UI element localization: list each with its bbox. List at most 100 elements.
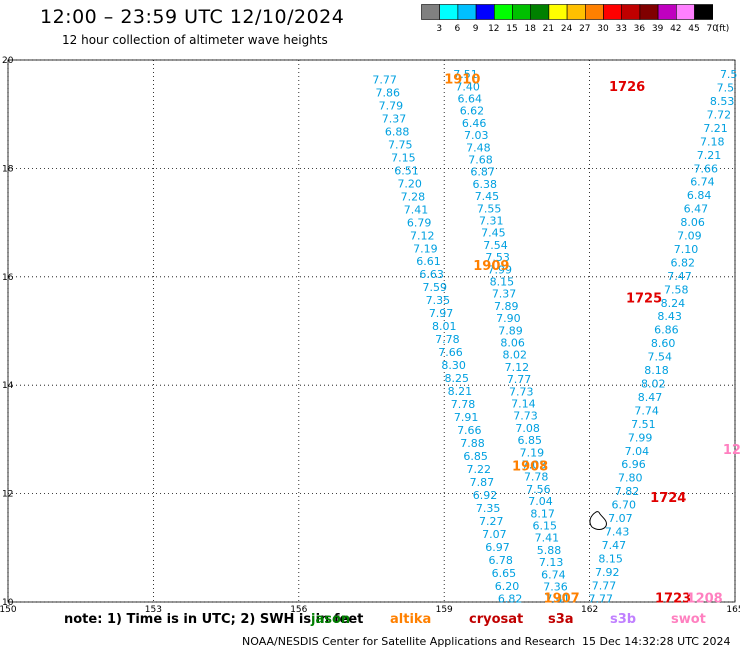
map-frame [7, 59, 736, 603]
latitude-tick-label: 12 [2, 490, 13, 500]
wave-height-value: 7.35 [426, 294, 451, 307]
wave-height-value: 8.06 [500, 337, 525, 350]
satellite-label-s3a: s3a [548, 612, 574, 627]
wave-height-value: 7.07 [482, 528, 507, 541]
wave-height-value: 6.82 [498, 593, 523, 606]
wave-height-value: 6.82 [671, 256, 696, 269]
wave-height-value: 7.75 [388, 138, 413, 151]
wave-height-value: 7.72 [707, 108, 732, 121]
pass-time-label: 1723 [655, 592, 691, 607]
wave-height-value: 7.35 [476, 502, 501, 515]
wave-height-value: 6.79 [407, 216, 432, 229]
wave-height-value: 6.65 [492, 567, 517, 580]
wave-height-value: 7.37 [382, 112, 407, 125]
longitude-tick-label: 153 [145, 605, 162, 615]
wave-height-value: 7.89 [498, 324, 523, 337]
longitude-tick-label: 159 [436, 605, 453, 615]
wave-height-value: 7.08 [515, 422, 540, 435]
wave-height-value: 8.43 [657, 310, 682, 323]
wave-height-value: 7.86 [375, 86, 400, 99]
wave-height-value: 7.43 [605, 525, 630, 538]
pass-time-label: 1208 [687, 592, 723, 607]
pass-time-label: 1908 [512, 460, 548, 475]
wave-height-value: 7.89 [494, 300, 519, 313]
wave-height-value: 6.85 [463, 450, 488, 463]
wave-height-value: 7.36 [543, 581, 568, 594]
wave-height-value: 6.88 [385, 125, 410, 138]
legend-tick-label: 18 [524, 24, 536, 34]
wave-height-value: 6.70 [611, 499, 636, 512]
wave-height-value: 7.66 [693, 162, 718, 175]
wave-height-value: 7.51 [631, 418, 656, 431]
wave-height-value: 6.78 [488, 554, 513, 567]
pass-time-label: 1910 [444, 73, 480, 88]
wave-height-value: 8.25 [445, 372, 470, 385]
wave-height-value: 7.47 [667, 270, 692, 283]
wave-height-value: 7.78 [524, 471, 549, 484]
wave-height-value: 7.20 [397, 177, 422, 190]
wave-height-value: 7.31 [479, 215, 504, 228]
legend-swatch [694, 4, 714, 20]
wave-height-value: 7.14 [511, 398, 536, 411]
legend-tick-label: 33 [615, 24, 626, 34]
wave-height-value: 8.15 [598, 552, 623, 565]
wave-height-value: 8.53 [710, 95, 735, 108]
legend-tick-label: 39 [652, 24, 664, 34]
wave-height-value: 6.15 [533, 520, 558, 533]
wave-height-value: 7.45 [481, 227, 506, 240]
legend-tick-label: 24 [561, 24, 573, 34]
wave-height-value: 7.04 [528, 495, 553, 508]
wave-height-value: 7.77 [588, 593, 613, 606]
wave-height-value: 6.62 [460, 105, 485, 118]
wave-height-value: 6.74 [690, 176, 715, 189]
legend-tick-label: 42 [670, 24, 681, 34]
wave-height-value: 7.99 [488, 263, 513, 276]
wave-height-value: 8.02 [641, 378, 666, 391]
legend-tick-label: 27 [579, 24, 590, 34]
wave-height-value: 7.10 [674, 243, 699, 256]
wave-height-value: 7.78 [435, 333, 460, 346]
wave-height-value: 7.03 [522, 459, 547, 472]
longitude-tick-label: 162 [581, 605, 598, 615]
wave-height-value: 7.55 [477, 202, 502, 215]
legend-tick-label: 36 [634, 24, 646, 34]
wave-height-value: 6.97 [485, 541, 510, 554]
pass-time-label: 1725 [626, 291, 662, 306]
wave-height-value: 8.60 [651, 337, 676, 350]
wave-height-value: 7.97 [429, 307, 454, 320]
wave-height-value: 6.38 [473, 178, 498, 191]
pass-time-label: 1909 [473, 259, 509, 274]
wave-height-value: 7.15 [391, 151, 416, 164]
longitude-tick-label: 165 [726, 605, 740, 615]
wave-height-value: 6.92 [473, 489, 498, 502]
wave-height-value: 7.91 [454, 411, 479, 424]
wave-height-value: 8.06 [680, 216, 705, 229]
wave-height-value: 6.85 [518, 434, 543, 447]
wave-height-value: 7.66 [457, 424, 482, 437]
wave-height-value: 7.04 [625, 445, 650, 458]
wave-height-value: 7.78 [451, 398, 476, 411]
wave-height-value: 6.47 [684, 203, 709, 216]
wave-height-value: 7.54 [648, 351, 673, 364]
pass-time-label: 1907 [544, 592, 580, 607]
legend-tick-label: 9 [473, 24, 479, 34]
wave-height-value: 7.68 [468, 154, 493, 167]
wave-height-value: 6.86 [654, 324, 679, 337]
longitude-tick-label: 150 [0, 605, 17, 615]
legend-tick-label: 70 [706, 24, 718, 34]
legend-tick-label: 15 [506, 24, 517, 34]
wave-height-value: 7.19 [520, 446, 545, 459]
wave-height-value: 7.12 [410, 229, 435, 242]
wave-height-value: 6.64 [458, 92, 483, 105]
legend-tick-label: 12 [488, 24, 499, 34]
wave-height-value: 8.01 [432, 320, 457, 333]
wave-height-value: 7.18 [700, 135, 725, 148]
wave-height-value: 7.59 [423, 281, 448, 294]
legend-tick-label: 30 [597, 24, 609, 34]
legend-tick-label: 6 [455, 24, 461, 34]
island-outline [589, 511, 607, 530]
wave-height-value: 7.90 [496, 312, 521, 325]
wave-height-value: 7.21 [703, 122, 728, 135]
wave-height-value: 8.18 [644, 364, 669, 377]
